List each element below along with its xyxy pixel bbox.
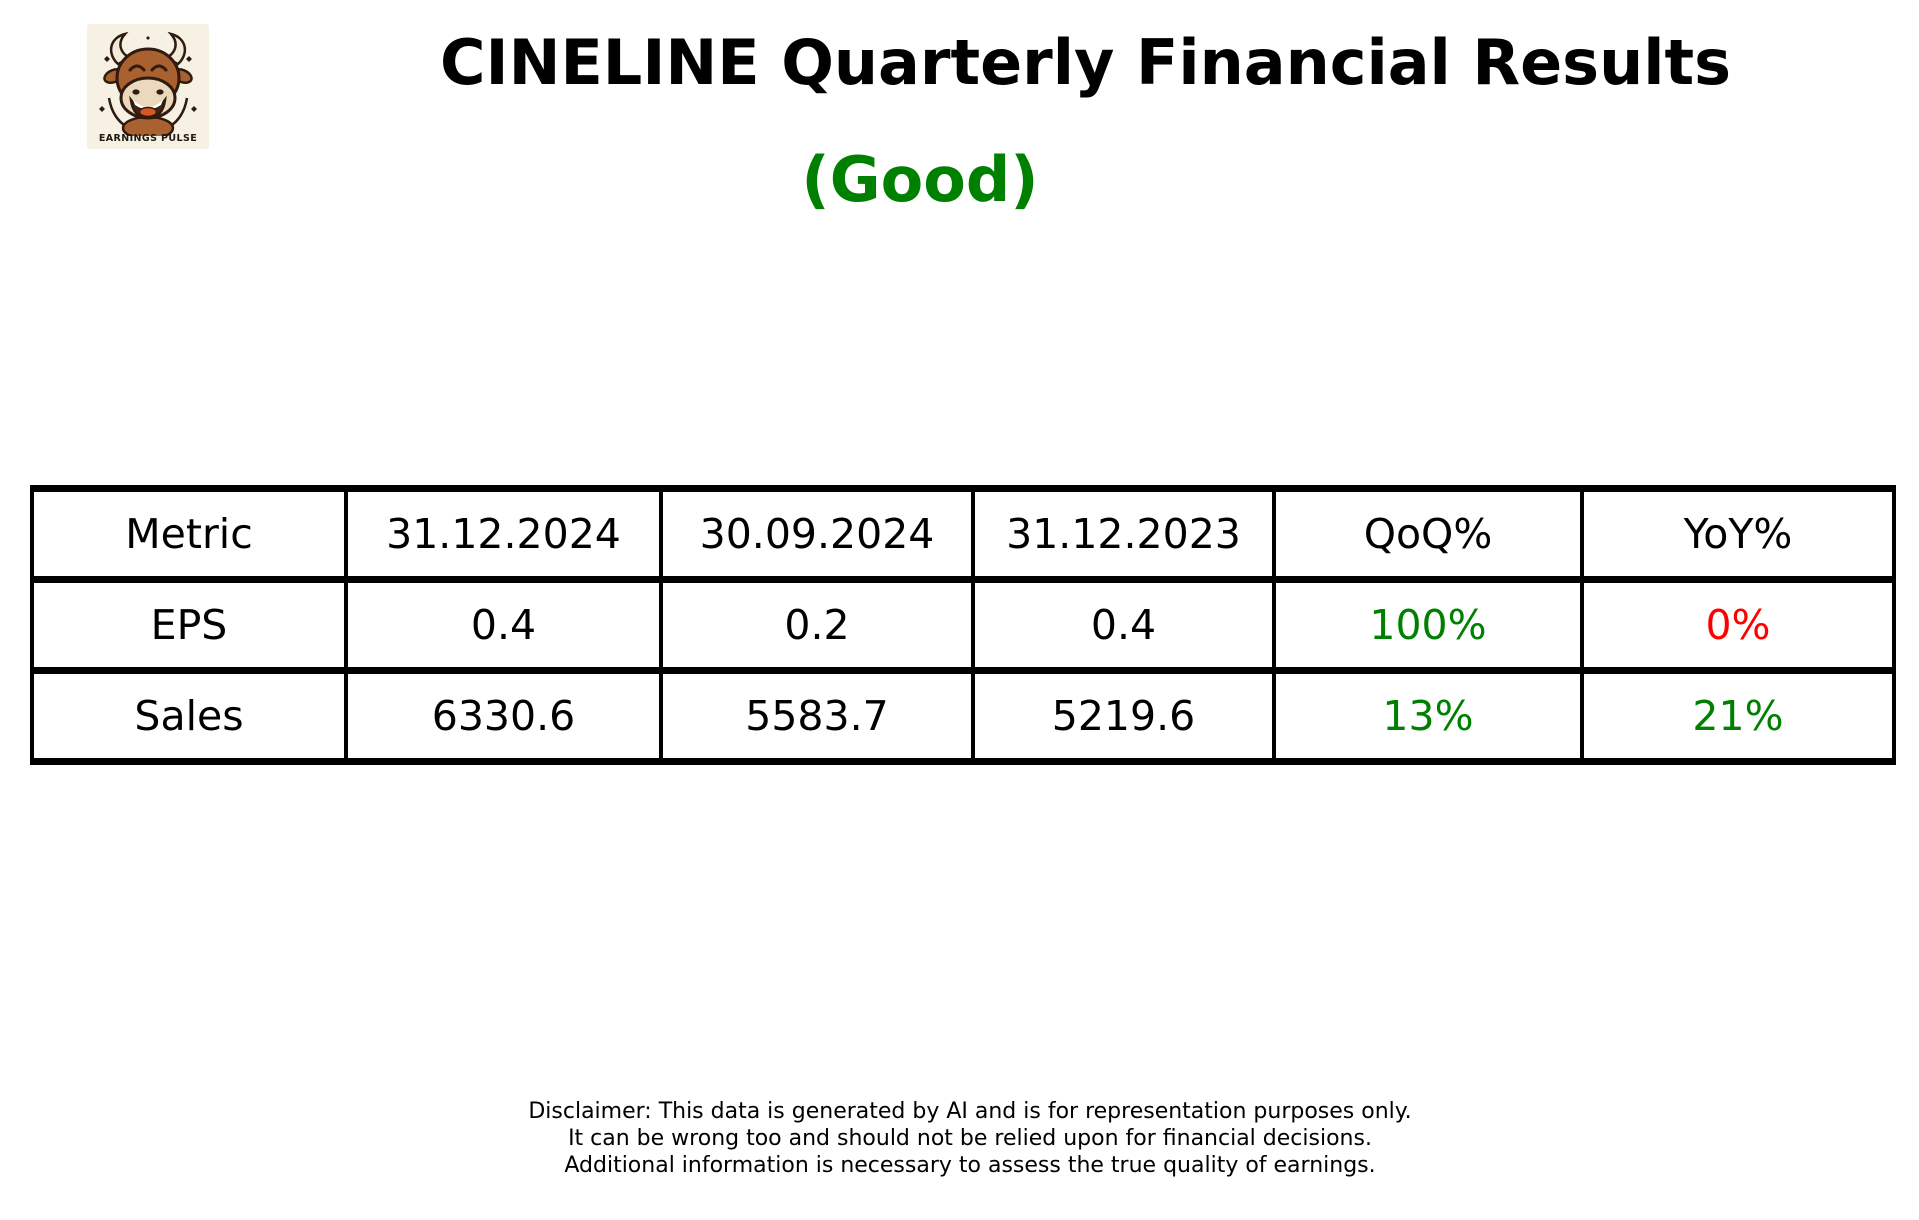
column-header-date-3: 31.12.2023 — [971, 485, 1276, 583]
column-header-metric: Metric — [30, 485, 348, 583]
metric-cell: Sales — [30, 667, 348, 765]
value-cell: 5219.6 — [971, 667, 1276, 765]
disclaimer-line-2: It can be wrong too and should not be re… — [568, 1126, 1372, 1151]
bull-logo-icon — [99, 31, 197, 136]
disclaimer: Disclaimer: This data is generated by AI… — [170, 1098, 1770, 1179]
table-row-sales: Sales 6330.6 5583.7 5219.6 13% 21% — [30, 667, 1896, 765]
qoq-cell: 100% — [1272, 576, 1584, 674]
table-header-row: Metric 31.12.2024 30.09.2024 31.12.2023 … — [30, 485, 1896, 583]
column-header-date-1: 31.12.2024 — [344, 485, 663, 583]
earnings-pulse-logo: EARNINGS PULSE — [87, 24, 209, 149]
column-header-yoy: YoY% — [1580, 485, 1896, 583]
value-cell: 6330.6 — [344, 667, 663, 765]
disclaimer-line-1: Disclaimer: This data is generated by AI… — [528, 1099, 1412, 1124]
value-cell: 0.2 — [659, 576, 975, 674]
value-cell: 5583.7 — [659, 667, 975, 765]
logo-caption: EARNINGS PULSE — [98, 133, 198, 144]
results-table: Metric 31.12.2024 30.09.2024 31.12.2023 … — [30, 485, 1896, 765]
qoq-cell: 13% — [1272, 667, 1584, 765]
verdict-label: (Good) — [801, 143, 1039, 216]
metric-cell: EPS — [30, 576, 348, 674]
value-cell: 0.4 — [344, 576, 663, 674]
value-cell: 0.4 — [971, 576, 1276, 674]
yoy-cell: 0% — [1580, 576, 1896, 674]
disclaimer-line-3: Additional information is necessary to a… — [564, 1153, 1376, 1178]
yoy-cell: 21% — [1580, 667, 1896, 765]
page-title: CINELINE Quarterly Financial Results — [440, 26, 1732, 99]
column-header-qoq: QoQ% — [1272, 485, 1584, 583]
table-row-eps: EPS 0.4 0.2 0.4 100% 0% — [30, 576, 1896, 674]
column-header-date-2: 30.09.2024 — [659, 485, 975, 583]
